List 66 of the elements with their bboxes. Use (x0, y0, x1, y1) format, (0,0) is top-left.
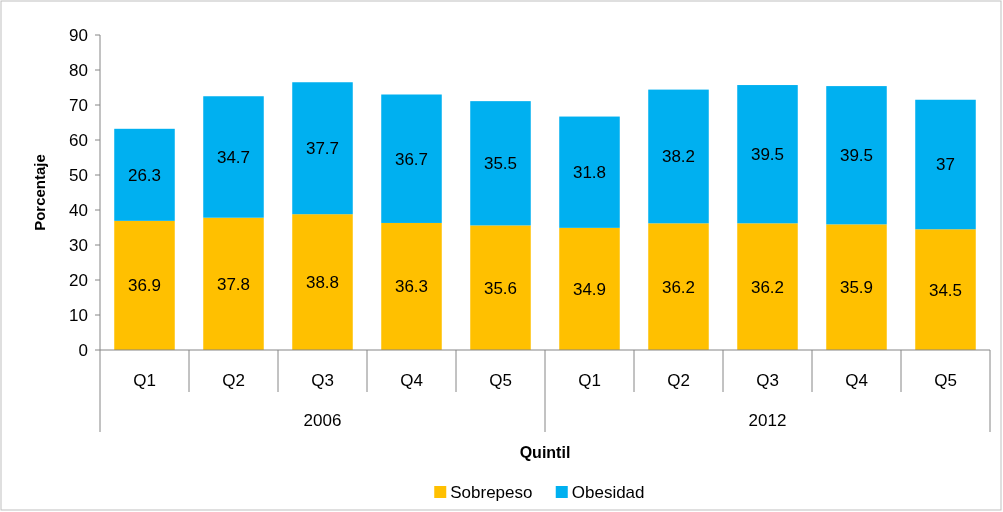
bar (648, 223, 709, 350)
bar (826, 224, 887, 350)
data-label: 34.9 (572, 279, 607, 299)
bar (114, 128, 175, 221)
bar (915, 229, 976, 350)
legend-label: Obesidad (571, 482, 645, 502)
y-tick-label: 50 (69, 165, 88, 185)
x-tick-label: Q3 (311, 370, 334, 390)
x-tick-label: Q5 (934, 370, 957, 390)
bar (559, 116, 620, 228)
bar (381, 94, 442, 223)
x-axis-title: Quintil (519, 443, 571, 461)
data-label: 34.5 (928, 280, 963, 300)
bar (470, 225, 531, 350)
text: 2012 (748, 410, 787, 430)
bar (737, 223, 798, 350)
x-tick-label: Q2 (667, 370, 690, 390)
y-tick-label: 0 (78, 340, 88, 360)
bar (648, 89, 709, 224)
bar (737, 85, 798, 224)
data-label: 35.9 (839, 278, 874, 298)
bar (826, 86, 887, 225)
data-label: 39.5 (839, 146, 874, 166)
data-label: 36.9 (127, 276, 162, 296)
data-label: 39.5 (750, 145, 785, 165)
x-tick-label: Q5 (489, 370, 512, 390)
x-tick-label: Q3 (756, 370, 779, 390)
y-tick-label: 30 (69, 235, 88, 255)
data-label: 36.7 (394, 149, 429, 169)
y-tick-label: 70 (69, 95, 88, 115)
data-label: 31.8 (572, 163, 607, 183)
y-tick-label: 10 (69, 305, 88, 325)
bar (915, 99, 976, 230)
x-tick-label: Q1 (133, 370, 156, 390)
data-label: 36.2 (750, 277, 785, 297)
x-tick-label: Q4 (845, 370, 868, 390)
data-label: 34.7 (216, 147, 251, 167)
data-label: 26.3 (127, 165, 162, 185)
data-label: 36.2 (661, 277, 696, 297)
data-label: 38.2 (661, 147, 696, 167)
y-tick-label: 20 (69, 270, 88, 290)
data-label: 37.7 (305, 139, 340, 159)
x-tick-label: Q1 (578, 370, 601, 390)
bar (470, 101, 531, 226)
data-label: 36.3 (394, 277, 429, 297)
data-label: 38.8 (305, 273, 340, 293)
bar (381, 222, 442, 350)
x-tick-label: Q4 (400, 370, 423, 390)
text: 2006 (303, 410, 342, 430)
bar (203, 96, 264, 218)
bar (292, 82, 353, 215)
y-axis-title: Porcentaje (31, 154, 49, 231)
bar (292, 214, 353, 350)
data-label: 35.6 (483, 278, 518, 298)
y-tick-label: 40 (69, 200, 88, 220)
bar (559, 227, 620, 350)
x-tick-label: Q2 (222, 370, 245, 390)
data-label: 37 (936, 155, 955, 175)
y-tick-label: 60 (69, 130, 88, 150)
y-tick-label: 90 (69, 25, 88, 45)
data-label: 35.5 (483, 154, 518, 174)
data-label: 37.8 (216, 274, 251, 294)
legend-label: Sobrepeso (450, 482, 533, 502)
bar (114, 220, 175, 350)
y-tick-label: 80 (69, 60, 88, 80)
bar (203, 217, 264, 350)
